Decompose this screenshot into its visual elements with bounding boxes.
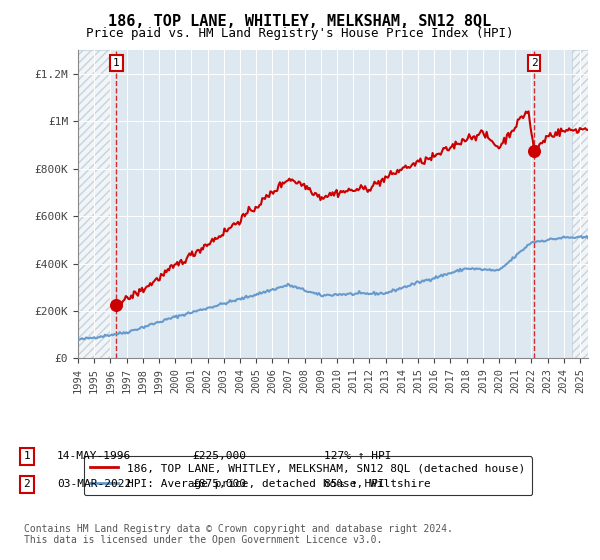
Text: 14-MAY-1996: 14-MAY-1996	[57, 451, 131, 461]
Bar	[572, 50, 588, 358]
Text: Price paid vs. HM Land Registry's House Price Index (HPI): Price paid vs. HM Land Registry's House …	[86, 27, 514, 40]
Text: 2: 2	[23, 479, 31, 489]
Bar	[78, 50, 110, 358]
Text: 03-MAR-2022: 03-MAR-2022	[57, 479, 131, 489]
Text: £225,000: £225,000	[192, 451, 246, 461]
Point	[529, 147, 539, 156]
Text: 2: 2	[531, 58, 538, 68]
Text: Contains HM Land Registry data © Crown copyright and database right 2024.
This d: Contains HM Land Registry data © Crown c…	[24, 524, 453, 545]
Text: 1: 1	[23, 451, 31, 461]
Text: 127% ↑ HPI: 127% ↑ HPI	[324, 451, 392, 461]
Text: 186, TOP LANE, WHITLEY, MELKSHAM, SN12 8QL: 186, TOP LANE, WHITLEY, MELKSHAM, SN12 8…	[109, 14, 491, 29]
Text: 85% ↑ HPI: 85% ↑ HPI	[324, 479, 385, 489]
Point	[112, 301, 121, 310]
Text: 1: 1	[113, 58, 120, 68]
Legend: 186, TOP LANE, WHITLEY, MELKSHAM, SN12 8QL (detached house), HPI: Average price,: 186, TOP LANE, WHITLEY, MELKSHAM, SN12 8…	[83, 456, 532, 495]
Text: £875,000: £875,000	[192, 479, 246, 489]
